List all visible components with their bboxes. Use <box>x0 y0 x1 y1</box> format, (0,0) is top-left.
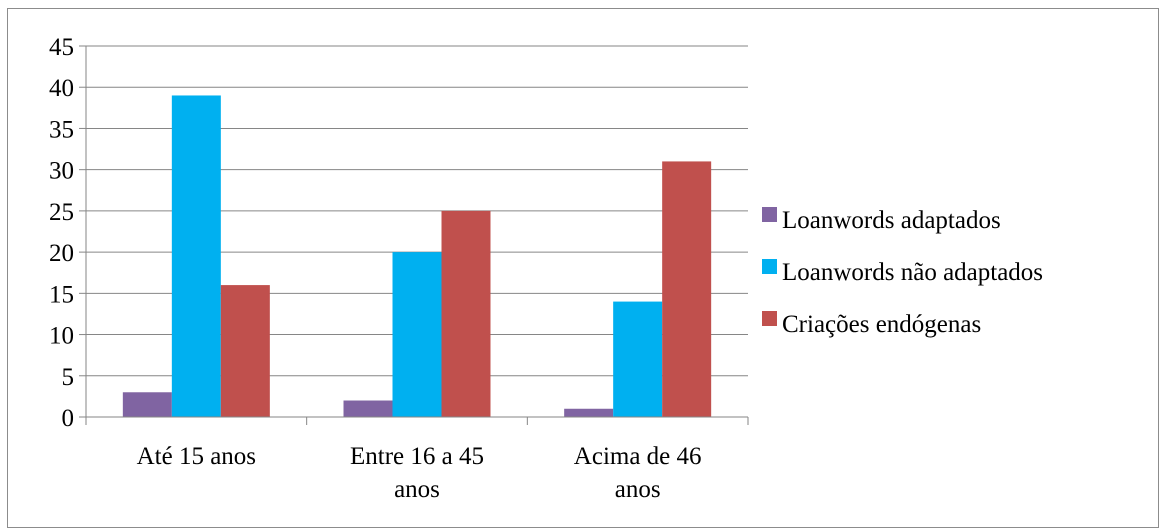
y-tick-label: 0 <box>62 405 75 432</box>
y-tick-label: 45 <box>49 34 74 61</box>
x-category-label: Até 15 anos <box>137 443 256 470</box>
bar <box>392 252 442 417</box>
bars <box>122 95 712 417</box>
bar <box>220 285 270 417</box>
legend-swatch <box>762 207 777 222</box>
y-tick-label: 20 <box>49 240 74 267</box>
bar <box>122 392 172 417</box>
y-tick-label: 10 <box>49 323 74 350</box>
x-category-label: Entre 16 a 45 <box>350 443 484 470</box>
y-tick-label: 40 <box>49 75 74 102</box>
bar <box>171 95 221 417</box>
legend-swatch <box>762 311 777 326</box>
legend-label: Loanwords não adaptados <box>782 259 1043 286</box>
axis-labels: 0 5 10 15 20 25 30 35 40 45 Até 15 anos Entre 16 a … <box>49 34 702 503</box>
x-category-label: anos <box>394 476 440 503</box>
bar <box>613 301 663 417</box>
x-category-label: anos <box>615 476 661 503</box>
legend: Loanwords adaptados Loanwords não adaptad… <box>762 207 1043 338</box>
legend-label: Criações endógenas <box>782 311 981 338</box>
axes <box>79 45 749 425</box>
y-tick-label: 35 <box>49 116 74 143</box>
bar <box>441 210 491 417</box>
y-tick-label: 25 <box>49 199 74 226</box>
y-tick-label: 5 <box>62 364 75 391</box>
legend-label: Loanwords adaptados <box>782 207 1001 234</box>
y-tick-label: 15 <box>49 281 74 308</box>
bar <box>662 161 712 417</box>
x-category-label: Acima de 46 <box>574 443 702 470</box>
y-tick-label: 30 <box>49 158 74 185</box>
bar-chart: 0 5 10 15 20 25 30 35 40 45 Até 15 anos Entre 16 a … <box>49 34 1043 503</box>
bar <box>343 400 393 417</box>
bar <box>564 408 614 417</box>
legend-swatch <box>762 259 777 274</box>
